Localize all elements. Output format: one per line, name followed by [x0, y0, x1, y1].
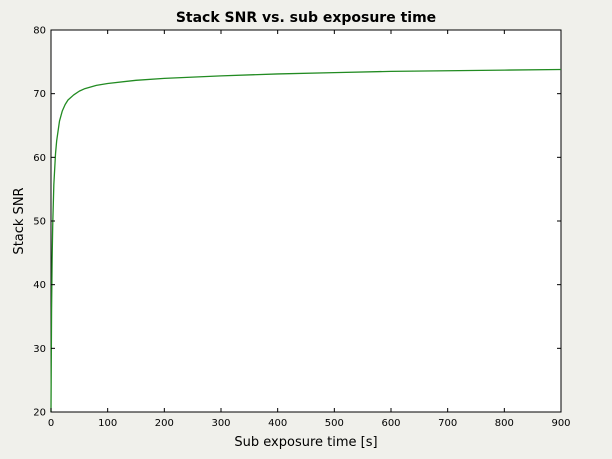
- y-tick-label: 80: [33, 26, 46, 37]
- x-tick-label: 800: [495, 418, 514, 429]
- x-tick-label: 300: [211, 418, 230, 429]
- x-tick-label: 0: [48, 418, 54, 429]
- x-tick-label: 400: [268, 418, 287, 429]
- y-tick-label: 60: [33, 153, 46, 164]
- x-tick-label: 500: [325, 418, 344, 429]
- y-tick-label: 30: [33, 344, 46, 355]
- series-line-0: [50, 68, 562, 413]
- chart-title: Stack SNR vs. sub exposure time: [176, 10, 436, 26]
- plot-area: [50, 29, 562, 413]
- x-tick-label: 600: [381, 418, 400, 429]
- x-tick-label: 900: [551, 418, 570, 429]
- x-tick-label: 200: [155, 418, 174, 429]
- y-tick-label: 50: [33, 217, 46, 228]
- x-axis-label: Sub exposure time [s]: [234, 435, 377, 450]
- y-tick-label: 40: [33, 280, 46, 291]
- y-axis-label: Stack SNR: [12, 187, 27, 254]
- y-tick-label: 70: [33, 89, 46, 100]
- x-tick-label: 100: [98, 418, 117, 429]
- y-tick-label: 20: [33, 408, 46, 419]
- x-tick-label: 700: [438, 418, 457, 429]
